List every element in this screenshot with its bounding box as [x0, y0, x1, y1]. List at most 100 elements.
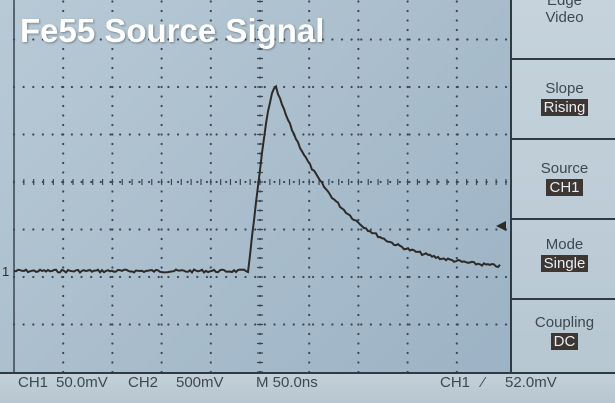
graticule-dot: [234, 323, 237, 326]
trigger-level-arrow: [496, 221, 506, 231]
graticule-dot: [62, 218, 65, 222]
graticule-dot: [62, 266, 65, 269]
graticule-dot: [209, 342, 212, 345]
menu-item-source[interactable]: Source CH1: [512, 140, 615, 220]
graticule-dot: [283, 228, 286, 231]
graticule-dot: [406, 161, 409, 165]
ch2-label: CH2: [128, 374, 159, 391]
graticule-dot: [379, 275, 382, 279]
graticule-dot: [160, 285, 163, 288]
graticule-dot: [176, 228, 180, 231]
graticule-dot: [61, 38, 64, 41]
graticule-dot: [209, 370, 212, 372]
graticule-dot: [254, 228, 257, 231]
graticule-dot: [273, 180, 276, 184]
graticule-dot: [254, 275, 257, 279]
graticule-dot: [283, 38, 286, 41]
graticule-dot: [379, 180, 382, 184]
graticule-dot: [455, 370, 458, 372]
graticule-dot: [32, 85, 35, 89]
graticule-dot: [70, 323, 73, 326]
menu-item-mode-value: Single: [540, 255, 589, 272]
graticule-dot: [62, 190, 65, 193]
graticule-dot: [437, 228, 440, 231]
graticule-dot: [209, 104, 212, 108]
graticule-dot: [263, 323, 266, 326]
graticule-dot: [263, 85, 266, 89]
graticule-dot: [308, 199, 311, 203]
graticule-dot: [455, 294, 458, 298]
graticule-dot: [209, 133, 212, 136]
graticule-dot: [167, 180, 170, 184]
graticule-dot: [22, 275, 25, 279]
graticule-dot: [447, 275, 450, 279]
graticule-dot: [128, 180, 131, 184]
graticule-dot: [225, 133, 228, 136]
graticule-dot: [437, 323, 440, 326]
graticule-dot: [157, 85, 160, 89]
menu-item-edge[interactable]: Edge Video: [512, 0, 615, 60]
graticule-dot: [406, 294, 409, 298]
graticule-dot: [51, 228, 54, 231]
graticule-dot: [331, 38, 334, 41]
graticule-dot: [406, 332, 409, 336]
graticule-dot: [109, 85, 112, 89]
graticule-dot: [455, 142, 458, 146]
graticule-dot: [263, 180, 266, 184]
graticule-dot: [455, 313, 458, 317]
graticule-dot: [254, 323, 257, 326]
graticule-dot: [160, 95, 163, 98]
graticule-dot: [111, 190, 114, 193]
graticule-dot: [406, 66, 409, 70]
menu-item-mode[interactable]: Mode Single: [512, 220, 615, 300]
graticule-dot: [209, 57, 212, 60]
trigger-source-readout: CH1: [440, 374, 471, 391]
menu-item-mode-label: Mode: [545, 236, 584, 253]
graticule-dot: [504, 38, 508, 41]
graticule-dot: [357, 47, 360, 51]
graticule-dot: [263, 275, 266, 279]
graticule-dot: [62, 47, 65, 51]
graticule-dot: [455, 256, 458, 260]
graticule-dot: [32, 133, 35, 136]
graticule-dot: [369, 228, 372, 231]
graticule-dot: [234, 180, 237, 184]
graticule-dot: [209, 237, 212, 241]
graticule-dot: [357, 142, 360, 146]
graticule-dot: [209, 218, 212, 222]
graticule-dot: [128, 228, 131, 231]
menu-item-slope[interactable]: Slope Rising: [512, 60, 615, 140]
graticule-dot: [308, 104, 311, 108]
graticule-dot: [455, 9, 458, 13]
graticule-dot: [389, 133, 392, 136]
graticule-dot: [111, 266, 114, 269]
graticule-dot: [111, 104, 114, 108]
graticule-dot: [160, 332, 163, 336]
graticule-dot: [350, 180, 353, 184]
graticule-dot: [476, 85, 479, 89]
graticule-dot: [357, 209, 360, 212]
graticule-dot: [111, 237, 114, 241]
channel-1-ground-marker: 1: [2, 264, 9, 279]
graticule-dot: [357, 152, 360, 155]
graticule-dot: [160, 142, 163, 146]
menu-item-coupling[interactable]: Coupling DC: [512, 300, 615, 372]
graticule-dot: [90, 38, 93, 41]
graticule-dot: [167, 85, 170, 89]
graticule-dot: [283, 275, 286, 279]
graticule-dot: [22, 38, 25, 41]
graticule-dot: [99, 323, 102, 326]
graticule-dot: [176, 323, 180, 326]
graticule-dot: [292, 323, 295, 326]
graticule-dot: [321, 228, 324, 231]
graticule-dot: [312, 38, 315, 41]
graticule-dot: [160, 38, 163, 41]
graticule-dot: [111, 228, 114, 231]
graticule-dot: [62, 142, 65, 146]
graticule-dot: [495, 38, 498, 41]
graticule-dot: [128, 133, 131, 136]
graticule-dot: [466, 38, 469, 41]
graticule-dot: [62, 285, 65, 288]
graticule-dot: [167, 323, 170, 326]
graticule-dot: [495, 133, 498, 136]
